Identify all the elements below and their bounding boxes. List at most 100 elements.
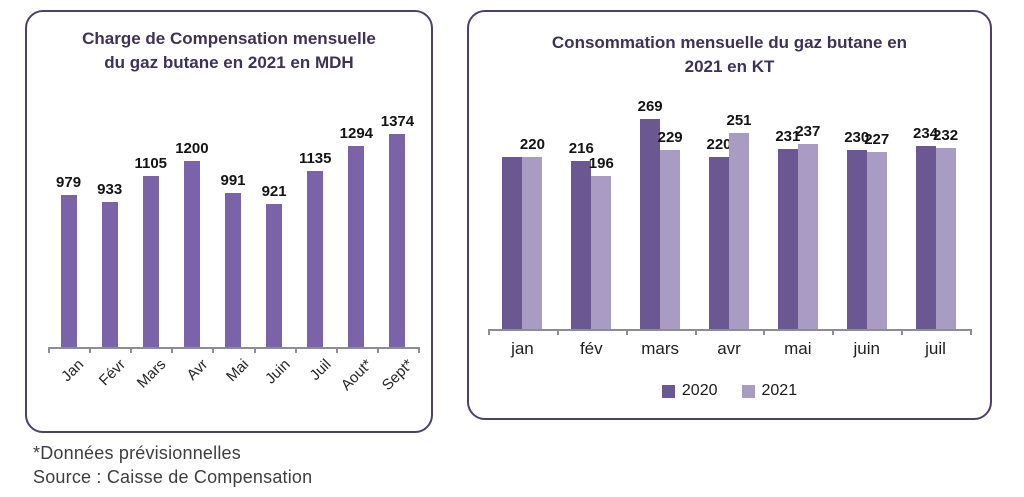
bar-value-label: 220	[706, 136, 732, 153]
bar-2020-mars	[640, 119, 661, 329]
chart-legend: 2020 2021	[469, 382, 990, 400]
bar-2020-fév	[571, 161, 592, 329]
x-axis-tick	[48, 347, 50, 353]
bar-value-label: 979	[56, 174, 82, 191]
bar-2021-juin	[866, 152, 887, 329]
chart-title-line: du gaz butane en 2021 en MDH	[104, 53, 354, 72]
x-axis-tick	[694, 329, 697, 335]
bar-2021-avr	[729, 133, 749, 329]
x-axis-tick	[89, 347, 92, 353]
x-axis-label: avr	[717, 339, 741, 358]
bar-value-label: 216	[568, 140, 594, 157]
compensation-plot-area: 979 Jan 933 Févr 1105 Mars 1200 Avr 991 Mai 921 Jui…	[27, 12, 431, 431]
x-axis-label: Aout*	[337, 356, 376, 394]
bar-2021-juil	[935, 148, 956, 329]
x-axis-tick	[970, 329, 972, 335]
bar-value-label: 220	[519, 136, 545, 153]
x-axis-tick	[212, 347, 215, 353]
consommation-plot-area: 220 jan 216 196 fév 269 229 mars 220 251 avr 231 237…	[469, 12, 990, 418]
footnote-previsionnelles: *Données prévisionnelles	[33, 443, 241, 463]
bar-value-label: 933	[97, 181, 123, 198]
bar-2021-mai	[797, 144, 818, 329]
chart-title-consommation: Consommation mensuelle du gaz butane en 2…	[469, 31, 990, 79]
bar-value-label: 269	[637, 98, 663, 115]
legend-item-2020: 2020	[661, 382, 718, 400]
bar-juil	[307, 171, 324, 347]
bar-value-label: 991	[220, 172, 246, 189]
x-axis-label: Mars	[134, 356, 170, 392]
x-axis-label: Mai	[222, 356, 253, 386]
bar-value-label: 921	[261, 183, 287, 200]
bar-value-label: 230	[844, 129, 870, 146]
legend-item-2021: 2021	[741, 382, 798, 400]
legend-swatch-2020	[661, 384, 675, 398]
x-axis-label: Juil	[306, 356, 335, 384]
bar-value-label: 237	[795, 123, 821, 140]
legend-swatch-2021	[741, 384, 755, 398]
bar-mars	[142, 176, 159, 347]
x-axis-tick	[763, 329, 766, 335]
bar-2020-juil	[915, 146, 936, 329]
bar-jan	[60, 195, 77, 347]
x-axis-tick	[376, 347, 379, 353]
bar-2021-mars	[660, 150, 681, 329]
bar-value-label: 231	[775, 128, 801, 145]
x-axis-label: juin	[853, 339, 880, 358]
bar-value-label: 251	[726, 112, 752, 129]
x-axis-label: jan	[511, 339, 534, 358]
x-axis-tick	[294, 347, 297, 353]
bar-2020-mai	[777, 149, 798, 329]
x-axis-tick	[625, 329, 628, 335]
x-axis-label: Avr	[183, 356, 211, 384]
bar-value-label: 1294	[339, 125, 374, 142]
legend-label: 2021	[761, 382, 798, 399]
x-axis-tick	[488, 329, 490, 335]
x-axis-tick	[171, 347, 174, 353]
x-axis-tick	[832, 329, 835, 335]
x-axis-label: Juin	[261, 356, 294, 388]
bar-value-label: 1105	[134, 155, 168, 172]
x-axis-label: Jan	[58, 356, 88, 386]
x-axis-tick	[418, 347, 420, 353]
bar-sept	[389, 134, 406, 347]
chart-title-line: Charge de Compensation mensuelle	[82, 29, 376, 48]
bar-2020-jan	[502, 157, 523, 329]
chart-title-compensation: Charge de Compensation mensuelle du gaz b…	[27, 27, 431, 75]
x-axis-tick	[901, 329, 904, 335]
footnote-source: Source : Caisse de Compensation	[33, 467, 313, 487]
bar-2020-juin	[846, 150, 867, 329]
chart-title-line: 2021 en KT	[684, 57, 775, 76]
x-axis-label: mars	[641, 339, 680, 358]
x-axis-label: juil	[925, 339, 946, 358]
bar-value-label: 1200	[175, 140, 209, 157]
x-axis-tick	[253, 347, 256, 353]
bar-mai	[225, 193, 241, 347]
x-axis	[48, 347, 418, 349]
bar-value-label: 232	[933, 127, 959, 144]
x-axis	[488, 329, 970, 331]
bar-2020-avr	[709, 157, 729, 329]
x-axis-tick	[130, 347, 133, 353]
bar-value-label: 229	[657, 129, 683, 146]
bar-value-label: 1374	[380, 113, 415, 130]
chart-panel-consommation: Consommation mensuelle du gaz butane en 2…	[467, 10, 992, 420]
x-axis-tick	[556, 329, 559, 335]
bar-juin	[266, 204, 283, 347]
x-axis-label: Sept*	[378, 356, 417, 394]
bar-2021-jan	[522, 157, 543, 329]
bar-févr	[101, 202, 118, 347]
chart-title-line: Consommation mensuelle du gaz butane en	[551, 33, 908, 52]
bar-value-label: 227	[864, 131, 890, 148]
footnotes: *Données prévisionnelles Source : Caisse…	[33, 441, 312, 489]
bar-aout	[348, 146, 365, 347]
bar-avr	[183, 161, 200, 347]
bar-value-label: 234	[913, 125, 939, 142]
bar-value-label: 196	[588, 155, 614, 172]
x-axis-label: fév	[579, 339, 603, 358]
x-axis-label: Févr	[95, 356, 129, 390]
bar-2021-fév	[591, 176, 612, 329]
chart-panel-compensation: Charge de Compensation mensuelle du gaz b…	[25, 10, 433, 433]
legend-label: 2020	[681, 382, 718, 399]
bar-value-label: 1135	[298, 150, 332, 167]
